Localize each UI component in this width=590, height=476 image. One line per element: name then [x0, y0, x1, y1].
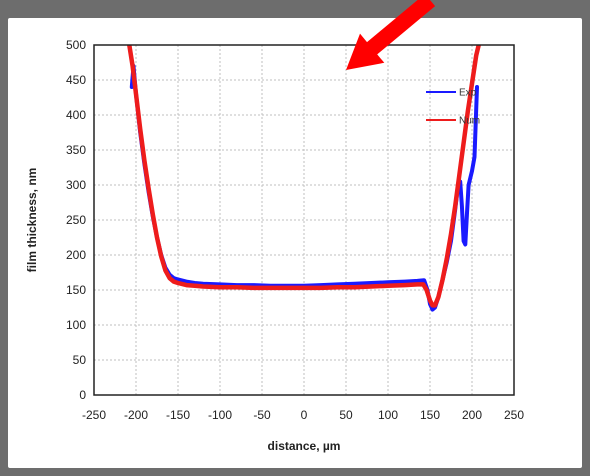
- legend-label-exp: Exp: [459, 88, 477, 99]
- y-tick-label: 200: [66, 248, 86, 262]
- x-tick-label: 200: [462, 408, 482, 422]
- legend: Exp Num: [426, 88, 480, 127]
- y-tick-label: 100: [66, 318, 86, 332]
- y-tick-label: 450: [66, 73, 86, 87]
- x-tick-label: 250: [504, 408, 524, 422]
- y-tick-label: 400: [66, 108, 86, 122]
- y-tick-label: 250: [66, 213, 86, 227]
- y-tick-label: 500: [66, 38, 86, 52]
- x-tick-label: 100: [378, 408, 398, 422]
- x-tick-label: 0: [301, 408, 308, 422]
- y-tick-label: 50: [73, 353, 87, 367]
- x-tick-labels: -250 -200 -150 -100 -50 0 50 100 150 200 250: [82, 408, 524, 422]
- x-tick-label: -250: [82, 408, 106, 422]
- x-tick-label: -200: [124, 408, 148, 422]
- y-tick-label: 350: [66, 143, 86, 157]
- series-line-num: [127, 45, 481, 308]
- y-axis-title: film thickness, nm: [25, 168, 39, 273]
- x-tick-label: -50: [253, 408, 271, 422]
- series-layer: [127, 45, 481, 312]
- x-axis-title: distance, µm: [268, 439, 341, 453]
- x-tick-label: 150: [420, 408, 440, 422]
- chart-panel: -250 -200 -150 -100 -50 0 50 100 150 200 250 0 50 10…: [8, 18, 582, 468]
- legend-label-num: Num: [459, 116, 480, 127]
- y-tick-label: 0: [79, 388, 86, 402]
- y-tick-label: 150: [66, 283, 86, 297]
- plot-border: [93, 44, 515, 396]
- film-thickness-chart: -250 -200 -150 -100 -50 0 50 100 150 200 250 0 50 10…: [25, 38, 524, 453]
- y-tick-labels: 0 50 100 150 200 250 300 350 400 450 500: [66, 38, 86, 402]
- x-tick-label: 50: [339, 408, 353, 422]
- x-tick-label: -100: [208, 408, 232, 422]
- y-tick-label: 300: [66, 178, 86, 192]
- x-tick-label: -150: [166, 408, 190, 422]
